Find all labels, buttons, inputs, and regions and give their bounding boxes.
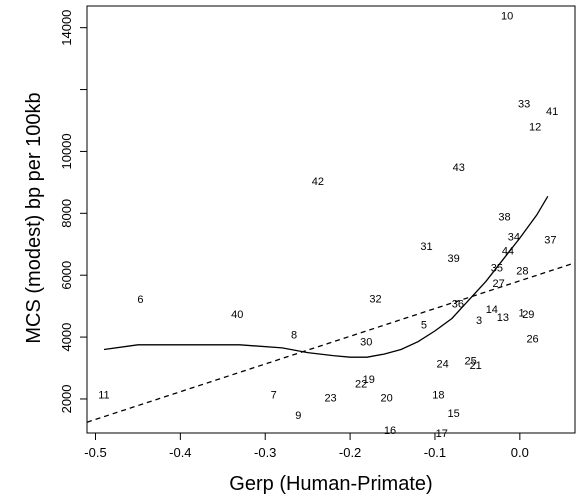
point-label: 38 xyxy=(498,211,510,223)
plot-frame xyxy=(86,5,576,434)
point-label: 42 xyxy=(312,176,324,188)
point-label: 35 xyxy=(491,262,503,274)
point-label: 21 xyxy=(470,360,482,372)
point-label: 44 xyxy=(502,245,514,257)
point-label: 7 xyxy=(271,389,277,401)
point-label: 41 xyxy=(546,106,558,118)
y-tick-label: 4000 xyxy=(59,323,74,352)
axis-ticks: -0.5 -0.4 -0.3 -0.2 -0.1 0.0 2000 4000 6000 8000 1… xyxy=(59,10,529,460)
x-tick-label: 0.0 xyxy=(511,445,529,460)
point-label: 8 xyxy=(291,329,297,341)
y-tick-label: 6000 xyxy=(59,261,74,290)
point-label: 14 xyxy=(486,304,498,316)
point-label: 32 xyxy=(369,293,381,305)
x-tick-label: -0.5 xyxy=(84,445,106,460)
point-label: 34 xyxy=(508,232,520,244)
y-tick-label: 14000 xyxy=(59,10,74,46)
point-label: 19 xyxy=(363,374,375,386)
point-label: 13 xyxy=(497,312,509,324)
point-label: 27 xyxy=(492,278,504,290)
smooth-fit-line xyxy=(103,195,549,358)
point-label: 33 xyxy=(518,98,530,110)
point-label: 37 xyxy=(544,235,556,247)
point-label: 31 xyxy=(420,241,432,253)
x-tick-label: -0.2 xyxy=(339,445,361,460)
point-label: 5 xyxy=(421,320,427,332)
point-label: 18 xyxy=(432,389,444,401)
fit-lines xyxy=(86,195,576,423)
point-label: 10 xyxy=(501,10,513,22)
x-tick-label: -0.1 xyxy=(424,445,446,460)
x-tick-label: -0.4 xyxy=(169,445,191,460)
point-label: 25 xyxy=(464,355,476,367)
point-label: 29 xyxy=(522,309,534,321)
point-label: 23 xyxy=(324,392,336,404)
point-label: 40 xyxy=(231,309,243,321)
point-label: 26 xyxy=(526,334,538,346)
point-label: 28 xyxy=(516,266,528,278)
point-label: 24 xyxy=(436,358,448,370)
point-label: 43 xyxy=(453,162,465,174)
point-label: 3 xyxy=(476,315,482,327)
point-label: 16 xyxy=(384,425,396,437)
point-label: 36 xyxy=(452,299,464,311)
linear-fit-line xyxy=(86,262,576,423)
point-label: 22 xyxy=(355,378,367,390)
point-label: 12 xyxy=(529,122,541,134)
point-label: 39 xyxy=(448,253,460,265)
y-tick-label: 2000 xyxy=(59,385,74,414)
point-label: 9 xyxy=(295,410,301,422)
point-label: 6 xyxy=(137,294,143,306)
y-axis-title: MCS (modest) bp per 100kb xyxy=(23,92,45,343)
point-label: 30 xyxy=(360,337,372,349)
point-label: 17 xyxy=(436,428,448,440)
point-label: 20 xyxy=(380,392,392,404)
point-label: 1 xyxy=(518,307,524,319)
y-tick-label: 8000 xyxy=(59,199,74,228)
x-tick-label: -0.3 xyxy=(254,445,276,460)
y-tick-label: 10000 xyxy=(59,133,74,169)
x-axis-title: Gerp (Human-Primate) xyxy=(229,473,432,495)
point-label: 11 xyxy=(98,389,109,401)
point-label: 15 xyxy=(448,408,460,420)
